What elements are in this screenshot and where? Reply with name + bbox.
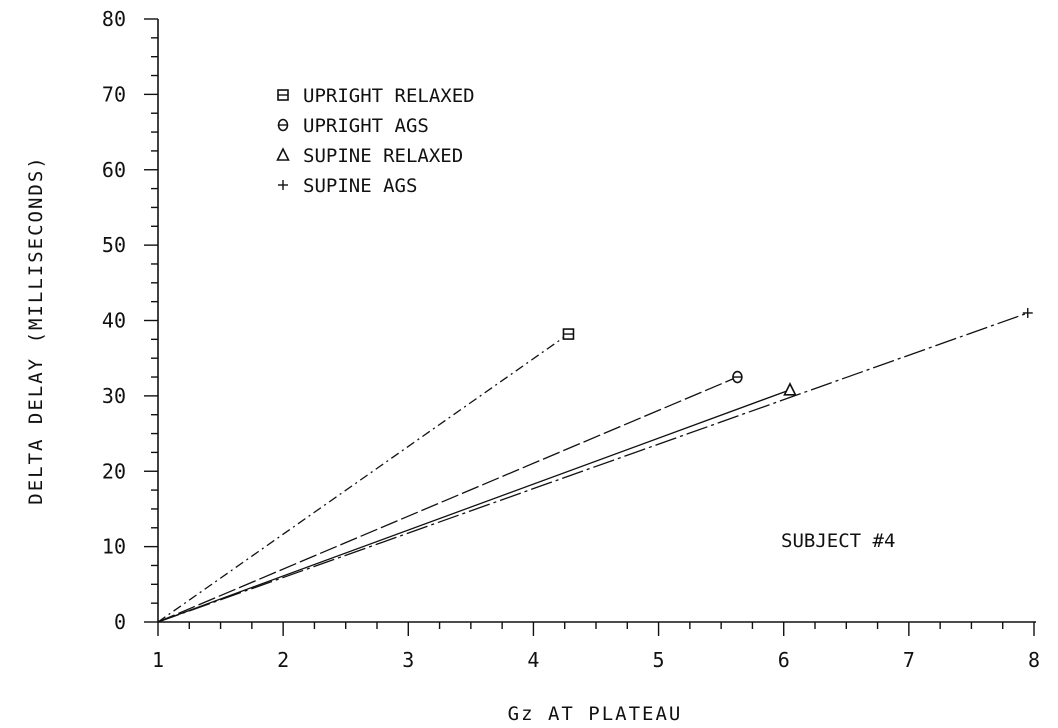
- x-axis-title: Gz AT PLATEAU: [508, 703, 683, 725]
- x-tick-label: 1: [152, 648, 164, 672]
- x-tick-label: 6: [778, 648, 790, 672]
- data-point-marker-3: [783, 382, 797, 396]
- legend-label-4: SUPINE AGS: [303, 175, 417, 197]
- x-tick-label: 7: [903, 648, 915, 672]
- subject-annotation: SUBJECT #4: [781, 530, 895, 552]
- series-line-1: [157, 333, 569, 623]
- x-tick-label: 2: [277, 648, 289, 672]
- x-tick-label: 8: [1028, 648, 1040, 672]
- x-tick-label: 5: [653, 648, 665, 672]
- legend-label-1: UPRIGHT RELAXED: [303, 85, 475, 107]
- y-tick-label: 60: [102, 158, 126, 182]
- y-tick-label: 0: [114, 610, 126, 634]
- series-line-4: [157, 312, 1028, 623]
- legend: UPRIGHT RELAXED UPRIGHT AGS SUPINE RELAXED…: [276, 85, 475, 197]
- x-axis-ticks: 1 2 3 4 5 6 7 8: [152, 622, 1040, 672]
- x-tick-label: 3: [402, 648, 414, 672]
- legend-marker-3: [276, 147, 290, 161]
- y-tick-label: 50: [102, 233, 126, 257]
- series-group: [157, 307, 1033, 623]
- series-line-3: [157, 389, 791, 623]
- axes: [157, 19, 1036, 623]
- y-tick-label: 20: [102, 459, 126, 483]
- series-line-2: [157, 376, 738, 623]
- legend-label-2: UPRIGHT AGS: [303, 115, 429, 137]
- legend-label-3: SUPINE RELAXED: [303, 145, 463, 167]
- y-tick-label: 30: [102, 384, 126, 408]
- x-tick-label: 4: [527, 648, 539, 672]
- y-tick-label: 40: [102, 309, 126, 333]
- y-tick-label: 10: [102, 535, 126, 559]
- y-tick-label: 70: [102, 82, 126, 106]
- y-axis-title: DELTA DELAY (MILLISECONDS): [25, 155, 47, 504]
- y-axis-ticks: 0 10 20 30 40 50 60 70 80: [102, 7, 158, 634]
- y-tick-label: 80: [102, 7, 126, 31]
